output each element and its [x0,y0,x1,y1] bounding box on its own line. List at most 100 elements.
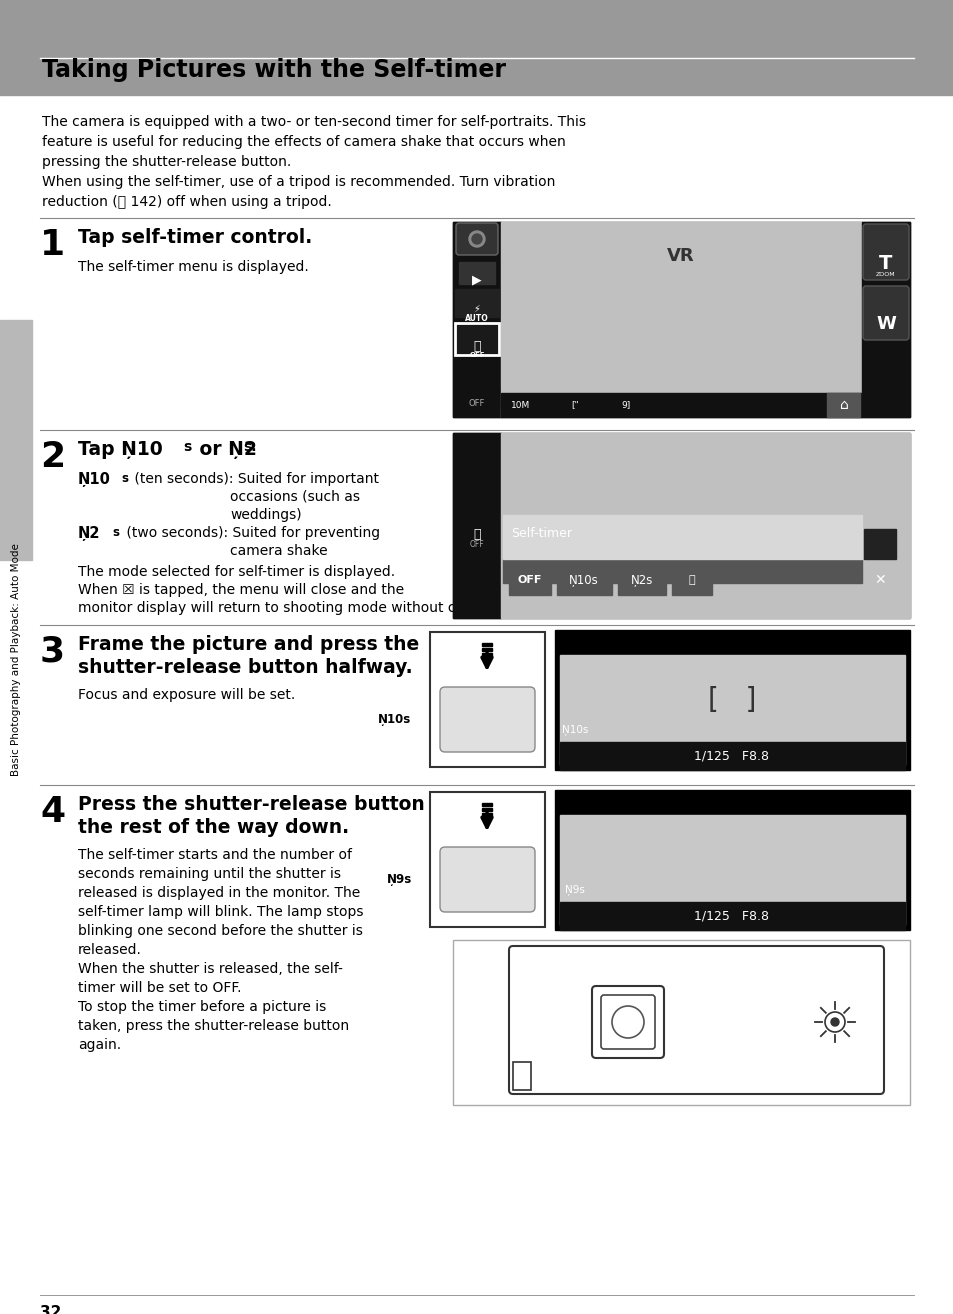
Text: 9]: 9] [620,401,630,410]
FancyBboxPatch shape [862,286,908,340]
Text: To stop the timer before a picture is: To stop the timer before a picture is [78,1000,326,1014]
Bar [509,565,551,595]
Text: The self-timer starts and the number of: The self-timer starts and the number of [78,848,352,862]
Text: When ☒ is tapped, the menu will close and the: When ☒ is tapped, the menu will close an… [78,583,404,597]
Text: The camera is equipped with a two- or ten-second timer for self-portraits. This: The camera is equipped with a two- or te… [42,116,585,129]
Text: Self-timer: Self-timer [511,527,572,540]
Text: ▶: ▶ [472,273,481,286]
Bar [826,393,859,417]
Bar [481,648,492,650]
Text: 2: 2 [40,440,65,474]
Bar [671,565,711,595]
Bar [455,323,498,355]
Text: When using the self-timer, use of a tripod is recommended. Turn vibration: When using the self-timer, use of a trip… [42,175,555,189]
Text: Ņ10s: Ņ10s [569,573,598,586]
Text: Tap Ņ10: Tap Ņ10 [78,440,163,459]
FancyBboxPatch shape [862,223,908,280]
Text: 10M: 10M [511,401,530,410]
Circle shape [612,1007,643,1038]
Bar [453,222,500,417]
Text: 32: 32 [40,1305,61,1314]
Circle shape [469,231,484,247]
Bar [481,803,492,805]
Text: 1: 1 [40,229,65,261]
Text: Press the shutter-release button: Press the shutter-release button [78,795,424,813]
Text: Ņ2s: Ņ2s [630,573,653,586]
Text: timer will be set to OFF.: timer will be set to OFF. [78,982,241,995]
Text: 1/125   F8.8: 1/125 F8.8 [694,909,769,922]
Text: Ņ2: Ņ2 [78,526,100,541]
Bar [453,222,909,417]
Text: shutter-release button halfway.: shutter-release button halfway. [78,658,413,677]
Bar [559,901,904,930]
Text: again.: again. [78,1038,121,1053]
Text: OFF: OFF [517,576,541,585]
Text: ZOOM: ZOOM [875,272,895,277]
Text: released is displayed in the monitor. The: released is displayed in the monitor. Th… [78,886,360,900]
Text: occasions (such as: occasions (such as [230,490,359,505]
FancyBboxPatch shape [456,223,497,255]
Text: (two seconds): Suited for preventing: (two seconds): Suited for preventing [122,526,379,540]
Bar [862,222,909,417]
FancyBboxPatch shape [509,946,883,1095]
Text: Focus and exposure will be set.: Focus and exposure will be set. [78,689,294,702]
Text: Ņ9s: Ņ9s [387,872,413,886]
FancyBboxPatch shape [439,848,535,912]
Text: taken, press the shutter-release button: taken, press the shutter-release button [78,1018,349,1033]
Text: reduction (ⓧ 142) off when using a tripod.: reduction (ⓧ 142) off when using a tripo… [42,194,332,209]
Text: Tap self-timer control.: Tap self-timer control. [78,229,312,247]
Text: released.: released. [78,943,142,957]
Text: VR: VR [666,247,694,265]
Text: Frame the picture and press the: Frame the picture and press the [78,635,418,654]
Text: ✕: ✕ [873,573,885,587]
Text: [": [" [571,401,578,410]
Text: W: W [875,315,895,332]
Text: When the shutter is released, the self-: When the shutter is released, the self- [78,962,342,976]
Text: 3: 3 [40,635,65,669]
Circle shape [472,234,481,244]
Text: Ņ10s: Ņ10s [378,712,411,725]
Text: s: s [183,440,191,455]
Text: monitor display will return to shooting mode without changing the self-timer set: monitor display will return to shooting … [78,600,665,615]
Bar [502,558,862,583]
Text: The mode selected for self-timer is displayed.: The mode selected for self-timer is disp… [78,565,395,579]
Bar [500,222,862,417]
Text: Taking Pictures with the Self-timer: Taking Pictures with the Self-timer [42,58,505,81]
Text: Ņ10s: Ņ10s [561,724,588,736]
Text: OFF: OFF [469,540,484,549]
Text: the rest of the way down.: the rest of the way down. [78,819,349,837]
Bar [0,321,32,560]
Bar [559,654,904,765]
Text: Ņ9s: Ņ9s [564,884,584,895]
Bar [559,815,904,925]
Text: s: s [112,526,119,539]
Text: The self-timer menu is displayed.: The self-timer menu is displayed. [78,260,309,275]
Bar [481,808,492,811]
Bar [455,323,498,355]
Bar [481,813,492,816]
Text: pressing the shutter-release button.: pressing the shutter-release button. [42,155,291,170]
Text: s.: s. [243,440,256,455]
Bar [453,434,909,618]
Text: blinking one second before the shutter is: blinking one second before the shutter i… [78,924,362,938]
Bar [555,790,909,930]
Bar [481,643,492,646]
Text: [   ]: [ ] [707,686,756,714]
Text: 👤: 👤 [688,576,695,585]
Bar [453,940,909,1105]
Text: OFF: OFF [468,399,485,409]
Text: ⌂: ⌂ [839,398,847,413]
Bar [863,530,895,558]
Text: Basic Photography and Playback: Auto Mode: Basic Photography and Playback: Auto Mod… [11,544,21,777]
Bar [453,434,500,618]
Text: Ņ10: Ņ10 [78,472,111,487]
Bar [500,393,862,417]
Bar [557,565,612,595]
Bar [455,388,498,409]
Bar [618,565,665,595]
Text: AUTO: AUTO [465,314,488,323]
Bar [453,940,909,1105]
Bar [481,653,492,656]
Circle shape [830,1018,838,1026]
Text: seconds remaining until the shutter is: seconds remaining until the shutter is [78,867,340,880]
